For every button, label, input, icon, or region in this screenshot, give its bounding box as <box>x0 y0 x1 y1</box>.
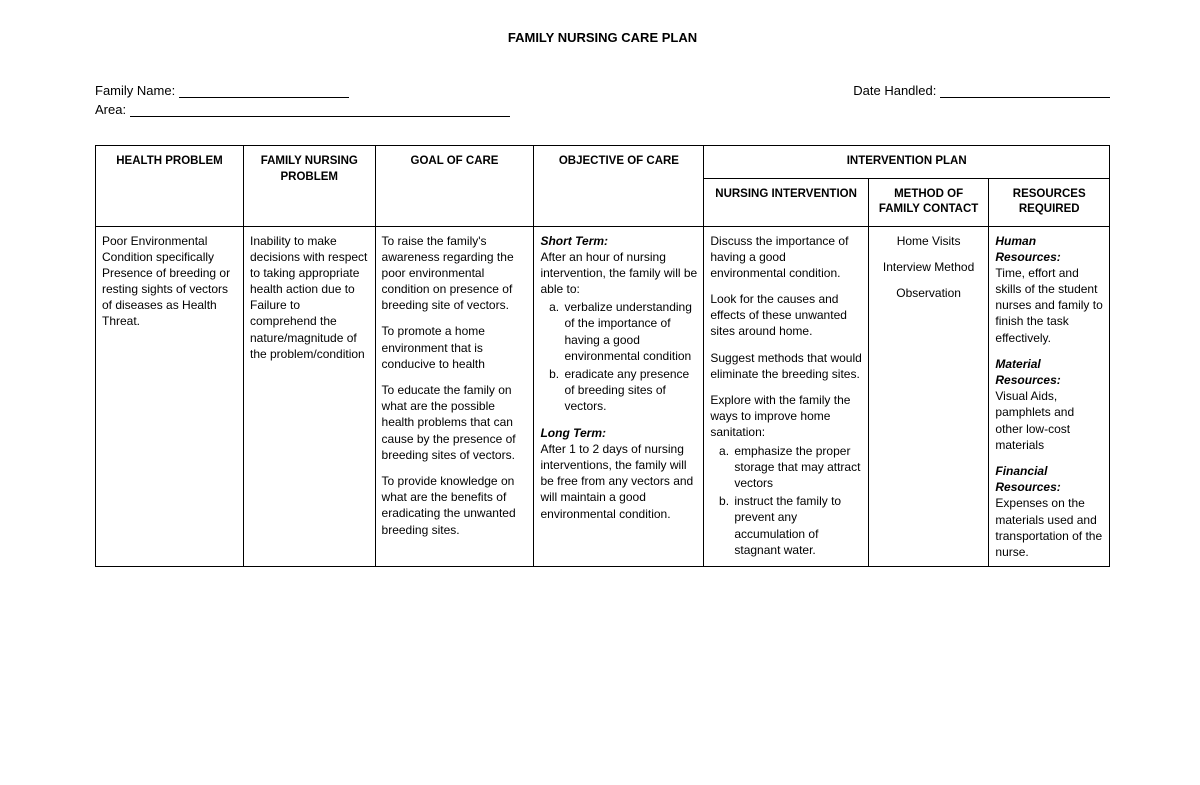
th-health-problem: HEALTH PROBLEM <box>96 146 244 227</box>
cell-goal-of-care: To raise the family's awareness regardin… <box>375 226 534 567</box>
ni-p1: Discuss the importance of having a good … <box>710 233 861 282</box>
goal-p4: To provide knowledge on what are the ben… <box>382 473 528 538</box>
rr-material-label: Material Resources: <box>995 356 1103 388</box>
mfc-1: Home Visits <box>875 233 983 249</box>
th-method-family-contact: METHOD OF FAMILY CONTACT <box>868 178 989 226</box>
ni-p4: Explore with the family the ways to impr… <box>710 392 861 441</box>
family-name-underline <box>179 84 349 98</box>
meta-row-2: Area: <box>95 102 1110 117</box>
mfc-3: Observation <box>875 285 983 301</box>
short-term-b: eradicate any presence of breeding sites… <box>562 366 697 415</box>
rr-human-label: Human Resources: <box>995 233 1103 265</box>
mfc-2: Interview Method <box>875 259 983 275</box>
meta-block: Family Name: Date Handled: Area: <box>95 83 1110 117</box>
date-handled-label: Date Handled: <box>853 83 936 98</box>
short-term-a: verbalize understanding of the importanc… <box>562 299 697 364</box>
rr-material-text: Visual Aids, pamphlets and other low-cos… <box>995 388 1103 453</box>
ni-p2: Look for the causes and effects of these… <box>710 291 861 340</box>
area-label: Area: <box>95 102 126 117</box>
th-family-nursing-problem: FAMILY NURSING PROBLEM <box>243 146 375 227</box>
cell-resources-required: Human Resources: Time, effort and skills… <box>989 226 1110 567</box>
th-intervention-plan: INTERVENTION PLAN <box>704 146 1110 179</box>
goal-p3: To educate the family on what are the po… <box>382 382 528 463</box>
date-handled-underline <box>940 84 1110 98</box>
ni-a: emphasize the proper storage that may at… <box>732 443 861 492</box>
goal-p1: To raise the family's awareness regardin… <box>382 233 528 314</box>
th-nursing-intervention: NURSING INTERVENTION <box>704 178 868 226</box>
cell-method-family-contact: Home Visits Interview Method Observation <box>868 226 989 567</box>
family-name-field: Family Name: <box>95 83 349 98</box>
cell-nursing-intervention: Discuss the importance of having a good … <box>704 226 868 567</box>
care-plan-table: HEALTH PROBLEM FAMILY NURSING PROBLEM GO… <box>95 145 1110 567</box>
ni-list: emphasize the proper storage that may at… <box>710 443 861 558</box>
page-title: FAMILY NURSING CARE PLAN <box>95 30 1110 45</box>
short-term-label: Short Term: <box>540 233 697 249</box>
rr-human-text: Time, effort and skills of the student n… <box>995 265 1103 346</box>
meta-row-1: Family Name: Date Handled: <box>95 83 1110 98</box>
family-name-label: Family Name: <box>95 83 175 98</box>
long-term-text: After 1 to 2 days of nursing interventio… <box>540 441 697 522</box>
rr-financial-label: Financial Resources: <box>995 463 1103 495</box>
short-term-intro: After an hour of nursing intervention, t… <box>540 249 697 298</box>
area-field: Area: <box>95 102 510 117</box>
cell-family-nursing-problem: Inability to make decisions with respect… <box>243 226 375 567</box>
th-resources-required: RESOURCES REQUIRED <box>989 178 1110 226</box>
short-term-list: verbalize understanding of the importanc… <box>540 299 697 414</box>
cell-objective-of-care: Short Term: After an hour of nursing int… <box>534 226 704 567</box>
goal-p2: To promote a home environment that is co… <box>382 323 528 372</box>
cell-health-problem: Poor Environmental Condition specificall… <box>96 226 244 567</box>
table-row: Poor Environmental Condition specificall… <box>96 226 1110 567</box>
table-header: HEALTH PROBLEM FAMILY NURSING PROBLEM GO… <box>96 146 1110 227</box>
th-objective-of-care: OBJECTIVE OF CARE <box>534 146 704 227</box>
date-handled-field: Date Handled: <box>853 83 1110 98</box>
ni-p3: Suggest methods that would eliminate the… <box>710 350 861 382</box>
long-term-label: Long Term: <box>540 425 697 441</box>
ni-b: instruct the family to prevent any accum… <box>732 493 861 558</box>
rr-financial-text: Expenses on the materials used and trans… <box>995 495 1103 560</box>
area-underline <box>130 103 510 117</box>
th-goal-of-care: GOAL OF CARE <box>375 146 534 227</box>
